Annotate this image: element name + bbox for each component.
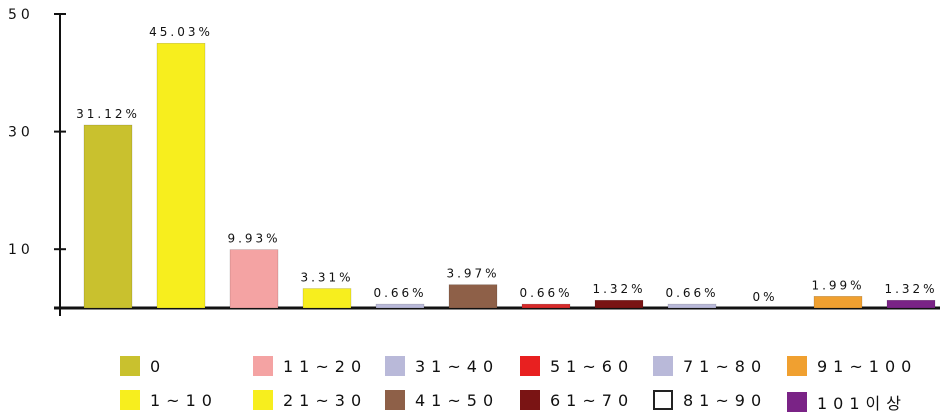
legend-item: 0 (120, 356, 166, 376)
bar-4 (375, 303, 425, 309)
legend-item: 11~20 (253, 356, 367, 376)
legend-item: 81~90 (653, 390, 767, 410)
legend-swatch (385, 356, 405, 376)
legend-item: 41~50 (385, 390, 499, 410)
bar-value-label: 9.93% (227, 232, 280, 246)
bar-value-label: 0% (752, 290, 777, 304)
bar-7 (594, 299, 644, 309)
bar-value-label: 1.99% (811, 278, 864, 292)
bar-value-label: 0.66% (373, 286, 426, 300)
legend-item: 1~10 (120, 390, 218, 410)
bar-value-label: 3.31% (300, 271, 353, 285)
legend-swatch (253, 356, 273, 376)
legend-label: 11~20 (283, 356, 368, 376)
legend-swatch (787, 392, 807, 412)
legend-swatch (385, 390, 405, 410)
legend-swatch (520, 390, 540, 410)
legend-swatch (787, 356, 807, 376)
legend-label: 91~100 (817, 356, 918, 376)
y-tick-label: 30 (8, 125, 34, 141)
legend-label: 0 (150, 356, 167, 376)
legend-swatch (120, 356, 140, 376)
y-tick-label: 50 (8, 7, 34, 23)
legend-label: 1~10 (150, 390, 218, 410)
bar-value-label: 3.97% (446, 267, 499, 281)
legend-label: 31~40 (415, 356, 500, 376)
legend-swatch (653, 390, 673, 410)
legend-swatch (253, 390, 273, 410)
bar-value-label: 0.66% (519, 286, 572, 300)
legend-swatch (520, 356, 540, 376)
legend-label: 51~60 (550, 356, 635, 376)
legend-swatch (653, 356, 673, 376)
legend-item: 31~40 (385, 356, 499, 376)
bar-2 (229, 249, 279, 309)
legend-item: 51~60 (520, 356, 634, 376)
bar-value-label: 31.12% (76, 107, 140, 121)
bar-10 (813, 296, 863, 309)
legend-label: 101이상 (817, 394, 907, 413)
legend-label: 41~50 (415, 390, 500, 410)
legend-item: 61~70 (520, 390, 634, 410)
bar-1 (156, 42, 206, 309)
legend-item: 101이상 (787, 390, 907, 414)
bar-5 (448, 284, 498, 309)
legend-label: 71~80 (683, 356, 768, 376)
chart-legend: 0 1~10 11~20 21~30 31~40 41~50 51~60 61~70 71~80… (120, 356, 940, 414)
bar-0 (83, 124, 133, 309)
legend-label: 21~30 (283, 390, 368, 410)
legend-label: 81~90 (683, 390, 768, 410)
bar-value-label: 45.03% (149, 25, 213, 39)
legend-item: 71~80 (653, 356, 767, 376)
bar-value-label: 1.32% (592, 282, 645, 296)
bar-chart: 10 30 50 31.12% 45.03% 9.93% 3.31% 0.66% 3.97% 0.… (8, 7, 940, 316)
bar-3 (302, 288, 352, 309)
legend-swatch (120, 390, 140, 410)
bar-6 (521, 303, 571, 309)
bar-value-label: 0.66% (665, 286, 718, 300)
bar-value-label: 1.32% (884, 282, 937, 296)
bar-8 (667, 303, 717, 309)
legend-item: 21~30 (253, 390, 367, 410)
legend-item: 91~100 (787, 356, 917, 376)
bar-11 (886, 299, 936, 309)
y-tick-label: 10 (8, 242, 34, 258)
legend-label: 61~70 (550, 390, 635, 410)
